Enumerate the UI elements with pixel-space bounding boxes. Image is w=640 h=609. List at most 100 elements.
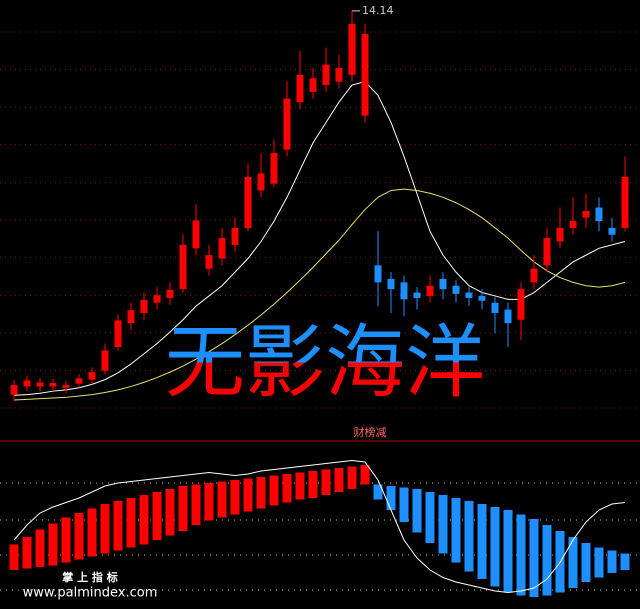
candle-body bbox=[504, 309, 512, 324]
indicator-bar bbox=[100, 504, 110, 554]
indicator-bar bbox=[9, 544, 19, 570]
candle-body bbox=[283, 98, 291, 150]
indicator-bar bbox=[503, 510, 513, 593]
candle-body bbox=[244, 176, 252, 228]
indicator-bar bbox=[269, 475, 279, 506]
candle-body bbox=[101, 350, 109, 371]
indicator-bar bbox=[334, 468, 344, 492]
indicator-bar bbox=[412, 489, 422, 533]
candle-body bbox=[478, 295, 486, 301]
indicator-bar bbox=[620, 553, 630, 570]
candle-body bbox=[361, 34, 369, 116]
indicator-bar bbox=[373, 484, 383, 500]
high-label: 14.14 bbox=[362, 4, 394, 17]
candle-body bbox=[88, 372, 96, 380]
candle-body bbox=[153, 295, 161, 303]
indicator-bar bbox=[529, 519, 539, 597]
indicator-bar bbox=[230, 480, 240, 515]
candle-body bbox=[517, 289, 525, 320]
candle-body bbox=[335, 68, 343, 82]
indicator-bar bbox=[256, 477, 266, 509]
candle-body bbox=[348, 23, 356, 75]
indicator-bar bbox=[204, 483, 214, 521]
candle-body bbox=[400, 282, 408, 300]
indicator-bar bbox=[360, 465, 370, 485]
indicator-bar bbox=[48, 523, 58, 566]
indicator-bar bbox=[581, 543, 591, 582]
indicator-bar bbox=[347, 466, 357, 489]
indicator-bar bbox=[74, 513, 84, 560]
candle-body bbox=[374, 265, 382, 283]
indicator-bar bbox=[386, 486, 396, 510]
indicator-bar bbox=[191, 484, 201, 525]
candle-body bbox=[257, 173, 265, 191]
indicator-bar bbox=[243, 478, 253, 512]
candle-body bbox=[140, 300, 148, 313]
indicator-bar bbox=[308, 471, 318, 498]
indicator-bar bbox=[152, 492, 162, 540]
indicator-bar bbox=[22, 537, 32, 569]
candle-body bbox=[543, 238, 551, 266]
indicator-bar bbox=[490, 507, 500, 587]
indicator-bar bbox=[35, 529, 45, 567]
candle-body bbox=[296, 74, 304, 103]
indicator-bar bbox=[295, 472, 305, 500]
candle-body bbox=[231, 227, 239, 245]
candle-body bbox=[36, 382, 44, 387]
indicator-line bbox=[13, 459, 626, 594]
candle-body bbox=[309, 78, 317, 92]
candle-body bbox=[530, 268, 538, 283]
indicator-bar bbox=[178, 486, 188, 531]
candle-body bbox=[114, 320, 122, 347]
candle-body bbox=[270, 153, 278, 184]
indicator-bar bbox=[165, 489, 175, 536]
candle-body bbox=[426, 285, 434, 296]
candle-body bbox=[439, 278, 447, 290]
indicator-bar bbox=[425, 492, 435, 543]
indicator-bar bbox=[61, 517, 71, 563]
indicator-bar bbox=[321, 469, 331, 495]
indicator-bar bbox=[113, 501, 123, 551]
candle-body bbox=[75, 378, 83, 384]
indicator-bar bbox=[217, 481, 227, 518]
indicator-bar bbox=[126, 498, 136, 548]
candle-body bbox=[49, 383, 57, 387]
indicator-bar bbox=[542, 525, 552, 596]
candle-body bbox=[205, 255, 213, 269]
candle-body bbox=[23, 380, 31, 387]
candle-body bbox=[322, 64, 330, 86]
candle-body bbox=[413, 292, 421, 298]
candle-body bbox=[465, 292, 473, 298]
indicator-bar bbox=[87, 508, 97, 557]
candle-body bbox=[166, 289, 174, 298]
candle-body bbox=[127, 310, 135, 324]
footer-url: www.palmindex.com bbox=[23, 586, 158, 601]
indicator-bar bbox=[477, 504, 487, 579]
candle-body bbox=[569, 221, 577, 228]
indicator-bar bbox=[607, 550, 617, 573]
candle-body bbox=[10, 385, 18, 395]
indicator-bar bbox=[139, 495, 149, 545]
plot: 14.14 bbox=[9, 4, 630, 597]
indicator-bar bbox=[464, 501, 474, 572]
indicator-bar bbox=[282, 474, 292, 503]
candle-body bbox=[608, 227, 616, 235]
footer-title: 掌 上 指 标 bbox=[62, 570, 118, 584]
candle-body bbox=[452, 285, 460, 294]
ma-line bbox=[13, 188, 626, 401]
candle-body bbox=[621, 176, 629, 228]
candle-body bbox=[387, 278, 395, 290]
indicator-bar bbox=[516, 514, 526, 596]
candle-body bbox=[556, 227, 564, 242]
indicator-bar bbox=[594, 547, 604, 578]
indicator-bar bbox=[438, 495, 448, 554]
candle-body bbox=[192, 220, 200, 249]
watermark: 无影海洋 bbox=[165, 316, 485, 409]
indicator-bar bbox=[568, 537, 578, 588]
indicator-bar bbox=[451, 498, 461, 563]
candle-body bbox=[595, 207, 603, 222]
candle-body bbox=[218, 238, 226, 259]
indicator-bar bbox=[399, 487, 409, 522]
